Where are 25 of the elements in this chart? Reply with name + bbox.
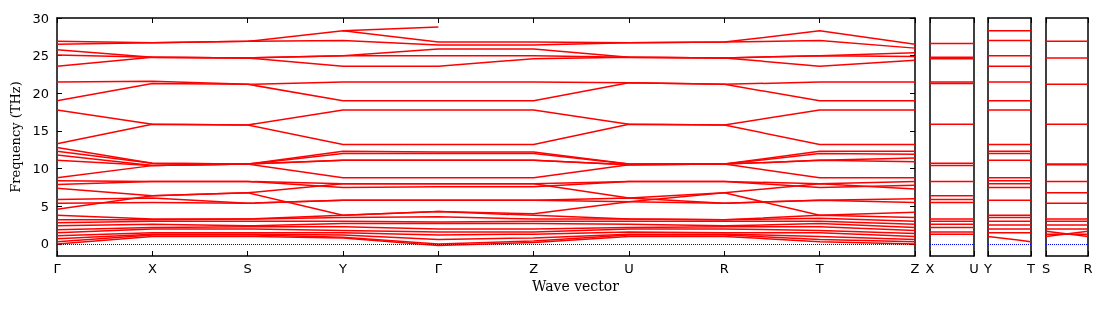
x-tick-label: U	[624, 261, 634, 276]
y-tick-label: 15	[32, 123, 49, 139]
x-tick-label: Z	[910, 261, 920, 276]
y-tick-label: 10	[32, 161, 49, 177]
x-tick-label: Γ	[434, 261, 443, 276]
x-tick-label: U	[969, 261, 979, 276]
x-tick-label: R	[1083, 261, 1093, 276]
x-axis-title: Wave vector	[532, 278, 620, 294]
y-tick-label: 25	[32, 48, 49, 64]
x-tick-label: X	[925, 261, 935, 276]
x-tick-label: Y	[983, 261, 993, 276]
y-tick-label: 0	[40, 236, 49, 252]
x-tick-label: X	[147, 261, 157, 276]
x-tick-label: R	[719, 261, 729, 276]
x-tick-label: Z	[529, 261, 539, 276]
x-tick-label: Γ	[53, 261, 62, 276]
y-tick-label: 20	[32, 85, 49, 101]
y-tick-label: 5	[40, 198, 49, 214]
x-tick-label: T	[1026, 261, 1036, 276]
x-tick-label: S	[1041, 261, 1051, 276]
x-tick-label: Y	[338, 261, 348, 276]
y-tick-label: 30	[32, 10, 49, 26]
y-axis-title: Frequency (THz)	[7, 81, 23, 193]
x-tick-label: T	[814, 261, 824, 276]
x-tick-label: S	[243, 261, 252, 276]
